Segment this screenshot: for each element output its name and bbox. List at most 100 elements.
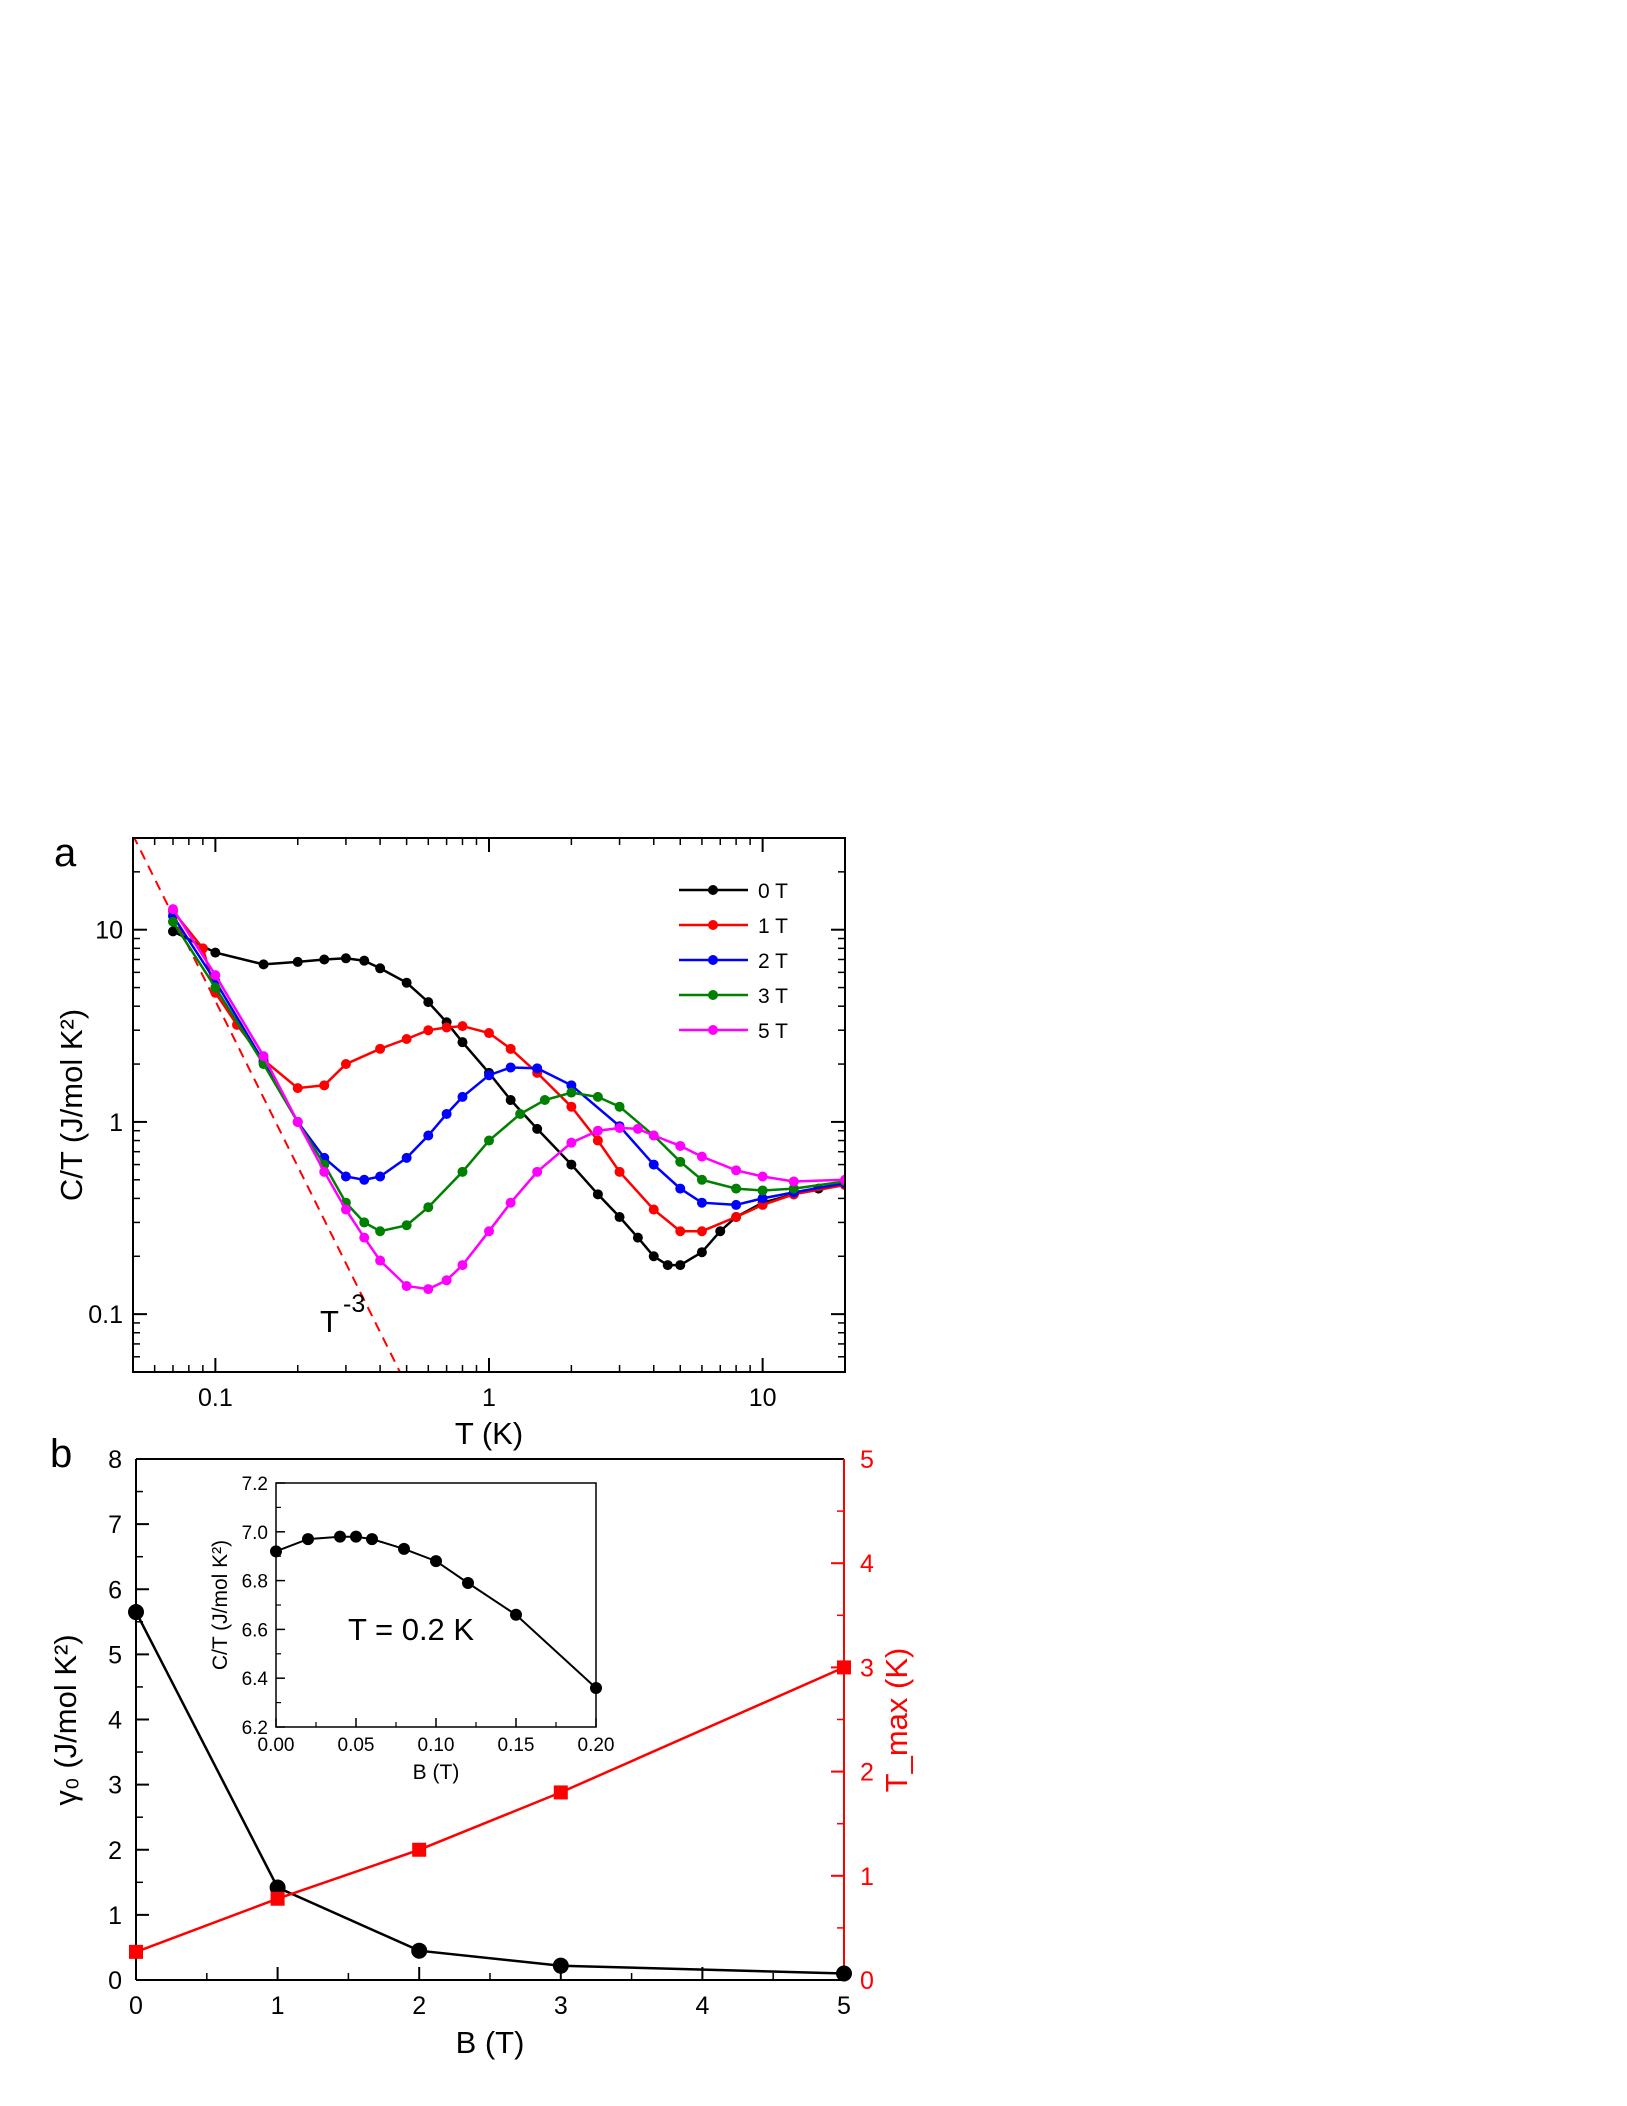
data-point: [696, 1247, 707, 1258]
data-point: [532, 1123, 543, 1134]
data-point: [648, 1204, 659, 1215]
data-point: [167, 904, 178, 915]
data-point: [566, 1137, 577, 1148]
data-point: [210, 947, 221, 958]
data-point: [375, 1171, 386, 1182]
data-point: [632, 1232, 643, 1243]
legend-label: 3 T: [758, 985, 788, 1008]
data-point: [539, 1095, 550, 1106]
data-point: [696, 1174, 707, 1185]
y-tick-label: 1: [109, 1109, 123, 1137]
data-point: [401, 1034, 412, 1045]
data-point: [840, 1174, 845, 1185]
y-left-tick-label: 5: [108, 1641, 122, 1669]
data-point: [401, 1152, 412, 1163]
data-point: [696, 1151, 707, 1162]
data-point: [662, 1260, 673, 1271]
data-point: [359, 1174, 370, 1185]
data-point: [375, 1255, 386, 1266]
data-point: [484, 1028, 494, 1039]
series-line-2: [171, 915, 845, 1207]
data-point: [359, 1232, 370, 1243]
data-point: [648, 1251, 659, 1262]
data-point: [614, 1101, 625, 1112]
data-point: [837, 1660, 851, 1675]
data-point: [505, 1095, 516, 1106]
data-point: [457, 1166, 468, 1177]
data-point: [457, 1021, 468, 1032]
data-point: [696, 1226, 707, 1237]
y-axis-title: C/T (J/mol K²): [54, 1009, 89, 1201]
data-point: [592, 1135, 603, 1146]
data-point: [614, 1212, 625, 1223]
power-law-exponent: -3: [343, 1290, 365, 1318]
data-point: [411, 1942, 428, 1959]
data-point: [592, 1125, 603, 1136]
inset-annotation: T = 0.2 K: [348, 1612, 474, 1647]
data-point: [836, 1965, 852, 1982]
y-left-tick-label: 0: [108, 1967, 122, 1995]
legend-label: 0 T: [758, 880, 788, 903]
data-point: [441, 1275, 452, 1286]
data-point: [648, 1130, 659, 1141]
data-point: [484, 1135, 494, 1146]
y-left-tick-label: 6: [108, 1576, 122, 1604]
y-right-tick-label: 5: [860, 1446, 874, 1474]
data-point: [340, 1059, 351, 1070]
inset-y-axis-title: C/T (J/mol K²): [209, 1540, 232, 1670]
data-point: [375, 963, 386, 974]
data-point: [675, 1140, 686, 1151]
panel-a-frame: [132, 837, 846, 1373]
panel-label-a: a: [54, 831, 77, 875]
data-point: [269, 1879, 286, 1896]
data-point: [757, 1171, 768, 1182]
data-point: [423, 1025, 434, 1036]
inset-x-tick-label: 0.20: [578, 1735, 615, 1756]
data-point: [412, 1842, 427, 1857]
inset-x-tick-label: 0.15: [498, 1735, 535, 1756]
data-point: [258, 959, 269, 970]
data-point: [167, 926, 178, 937]
data-point: [423, 1130, 434, 1141]
y-left-axis-title: γ₀ (J/mol K²): [48, 1634, 83, 1805]
inset-y-tick-label: 6.6: [242, 1620, 268, 1641]
data-point: [210, 982, 221, 993]
data-point: [270, 1891, 285, 1906]
inset-y-tick-label: 7.0: [242, 1523, 268, 1544]
data-point: [553, 1785, 568, 1800]
data-point: [696, 1197, 707, 1208]
data-point: [566, 1080, 577, 1091]
x-tick-label: 0.1: [198, 1384, 233, 1412]
y-tick-label: 0.1: [88, 1301, 123, 1329]
legend-label: 5 T: [758, 1020, 788, 1043]
panel-b-plot-area: [128, 1604, 852, 1982]
data-point: [457, 1037, 468, 1048]
data-point: [675, 1260, 686, 1271]
data-point: [632, 1123, 643, 1134]
inset-data-point: [270, 1545, 282, 1558]
data-point: [401, 977, 412, 988]
data-point: [441, 1022, 452, 1033]
data-point: [731, 1183, 742, 1194]
data-point: [340, 1171, 351, 1182]
inset-y-tick-label: 6.4: [242, 1669, 269, 1690]
legend-marker: [708, 990, 718, 1000]
data-point: [340, 1204, 351, 1215]
y-left-tick-label: 4: [108, 1707, 122, 1735]
data-point: [592, 1091, 603, 1102]
data-point: [757, 1185, 768, 1196]
data-point: [457, 1091, 468, 1102]
data-point: [715, 1226, 726, 1237]
inset-data-point: [462, 1577, 474, 1590]
inset-data-point: [510, 1608, 522, 1621]
data-point: [532, 1063, 543, 1074]
y-left-tick-label: 1: [108, 1902, 122, 1930]
data-point: [592, 1189, 603, 1200]
x-axis-title: B (T): [456, 2025, 525, 2060]
inset-series-line: [275, 1535, 597, 1689]
data-point: [505, 1043, 516, 1054]
data-point: [566, 1159, 577, 1170]
power-law-label: T: [320, 1304, 339, 1339]
data-point: [566, 1087, 577, 1098]
